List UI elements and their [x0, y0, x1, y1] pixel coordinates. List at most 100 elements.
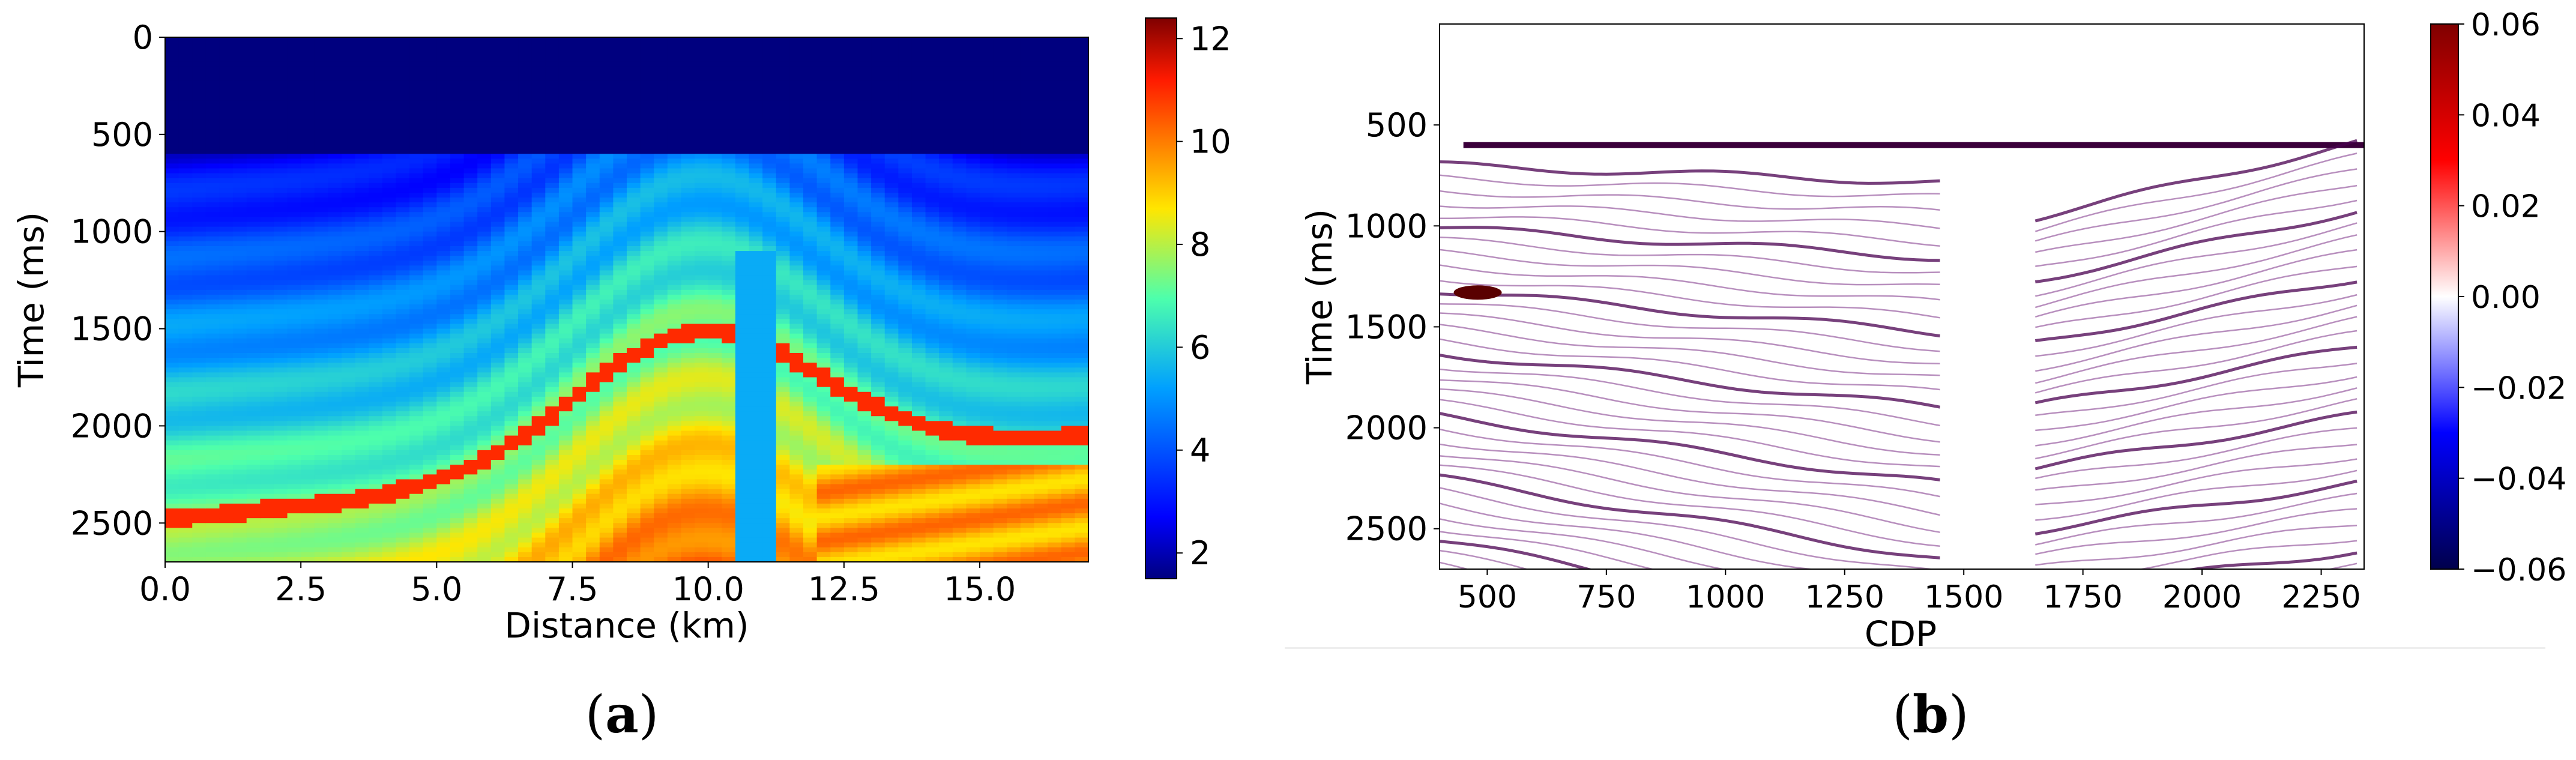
velocity-cell — [287, 426, 301, 432]
velocity-cell — [477, 124, 492, 130]
velocity-cell — [490, 309, 505, 315]
velocity-cell — [776, 348, 791, 354]
velocity-cell — [640, 246, 654, 252]
velocity-cell — [586, 523, 600, 528]
velocity-cell — [260, 246, 274, 252]
velocity-cell — [558, 460, 573, 465]
velocity-cell — [776, 207, 791, 213]
velocity-cell — [545, 80, 560, 86]
velocity-cell — [463, 348, 478, 354]
velocity-cell — [260, 129, 274, 135]
velocity-cell — [613, 479, 627, 485]
velocity-cell — [369, 236, 383, 242]
velocity-cell — [342, 85, 356, 91]
velocity-cell — [776, 556, 791, 562]
velocity-cell — [355, 231, 369, 237]
velocity-cell — [531, 47, 546, 52]
velocity-cell — [749, 338, 763, 344]
velocity-cell — [749, 100, 763, 106]
velocity-cell — [640, 440, 654, 446]
velocity-cell — [301, 294, 315, 300]
velocity-cell — [423, 289, 437, 295]
velocity-cell — [423, 426, 437, 432]
velocity-cell — [463, 363, 478, 368]
velocity-cell — [205, 119, 220, 125]
velocity-cell — [477, 42, 492, 47]
velocity-cell — [708, 207, 722, 213]
velocity-cell — [273, 110, 288, 116]
velocity-cell — [518, 134, 532, 140]
velocity-cell — [518, 528, 532, 534]
velocity-cell — [219, 333, 234, 339]
velocity-cell — [776, 47, 791, 52]
velocity-cell — [233, 391, 247, 397]
velocity-cell — [409, 343, 424, 349]
velocity-cell — [613, 47, 627, 52]
velocity-cell — [613, 454, 627, 460]
velocity-cell — [192, 363, 207, 368]
velocity-cell — [192, 523, 207, 528]
velocity-cell — [436, 105, 451, 110]
velocity-cell — [233, 358, 247, 363]
velocity-cell — [531, 134, 546, 140]
velocity-cell — [314, 139, 329, 145]
velocity-cell — [192, 382, 207, 388]
velocity-cell — [301, 518, 315, 523]
velocity-cell — [273, 513, 288, 519]
velocity-cell — [654, 52, 668, 57]
velocity-cell — [165, 547, 179, 553]
velocity-cell — [586, 454, 600, 460]
velocity-cell — [409, 47, 424, 52]
velocity-cell — [165, 226, 179, 232]
velocity-cell — [369, 314, 383, 319]
velocity-cell — [314, 275, 329, 281]
velocity-cell — [531, 547, 546, 553]
velocity-cell — [463, 503, 478, 509]
velocity-cell — [301, 192, 315, 198]
velocity-cell — [572, 129, 587, 135]
velocity-cell — [165, 187, 179, 193]
velocity-cell — [423, 261, 437, 266]
velocity-cell — [328, 435, 342, 441]
velocity-cell — [382, 115, 397, 121]
velocity-cell — [722, 71, 736, 77]
velocity-cell — [545, 416, 560, 421]
velocity-cell — [762, 406, 777, 412]
velocity-cell — [165, 212, 179, 218]
velocity-cell — [409, 372, 424, 378]
velocity-cell — [328, 465, 342, 470]
velocity-cell — [545, 56, 560, 62]
velocity-cell — [219, 469, 234, 475]
velocity-cell — [531, 474, 546, 480]
velocity-cell — [287, 532, 301, 538]
velocity-cell — [219, 343, 234, 349]
velocity-cell — [667, 450, 682, 456]
velocity-cell — [233, 513, 247, 519]
velocity-cell — [355, 85, 369, 91]
velocity-cell — [722, 251, 736, 256]
velocity-cell — [681, 552, 695, 558]
velocity-cell — [369, 119, 383, 125]
velocity-cell — [273, 367, 288, 373]
velocity-cell — [273, 484, 288, 490]
velocity-cell — [749, 377, 763, 383]
velocity-cell — [273, 124, 288, 130]
velocity-cell — [613, 246, 627, 252]
velocity-cell — [572, 338, 587, 344]
velocity-cell — [192, 226, 207, 232]
velocity-cell — [477, 47, 492, 52]
velocity-cell — [708, 261, 722, 266]
velocity-cell — [490, 406, 505, 412]
velocity-cell — [260, 382, 274, 388]
velocity-cell — [640, 421, 654, 427]
velocity-cell — [518, 450, 532, 456]
velocity-cell — [301, 251, 315, 256]
velocity-cell — [192, 421, 207, 427]
velocity-cell — [695, 528, 709, 534]
velocity-cell — [260, 358, 274, 363]
velocity-cell — [640, 314, 654, 319]
velocity-cell — [735, 328, 750, 334]
velocity-cell — [613, 105, 627, 110]
velocity-cell — [681, 285, 695, 291]
velocity-cell — [518, 154, 532, 159]
